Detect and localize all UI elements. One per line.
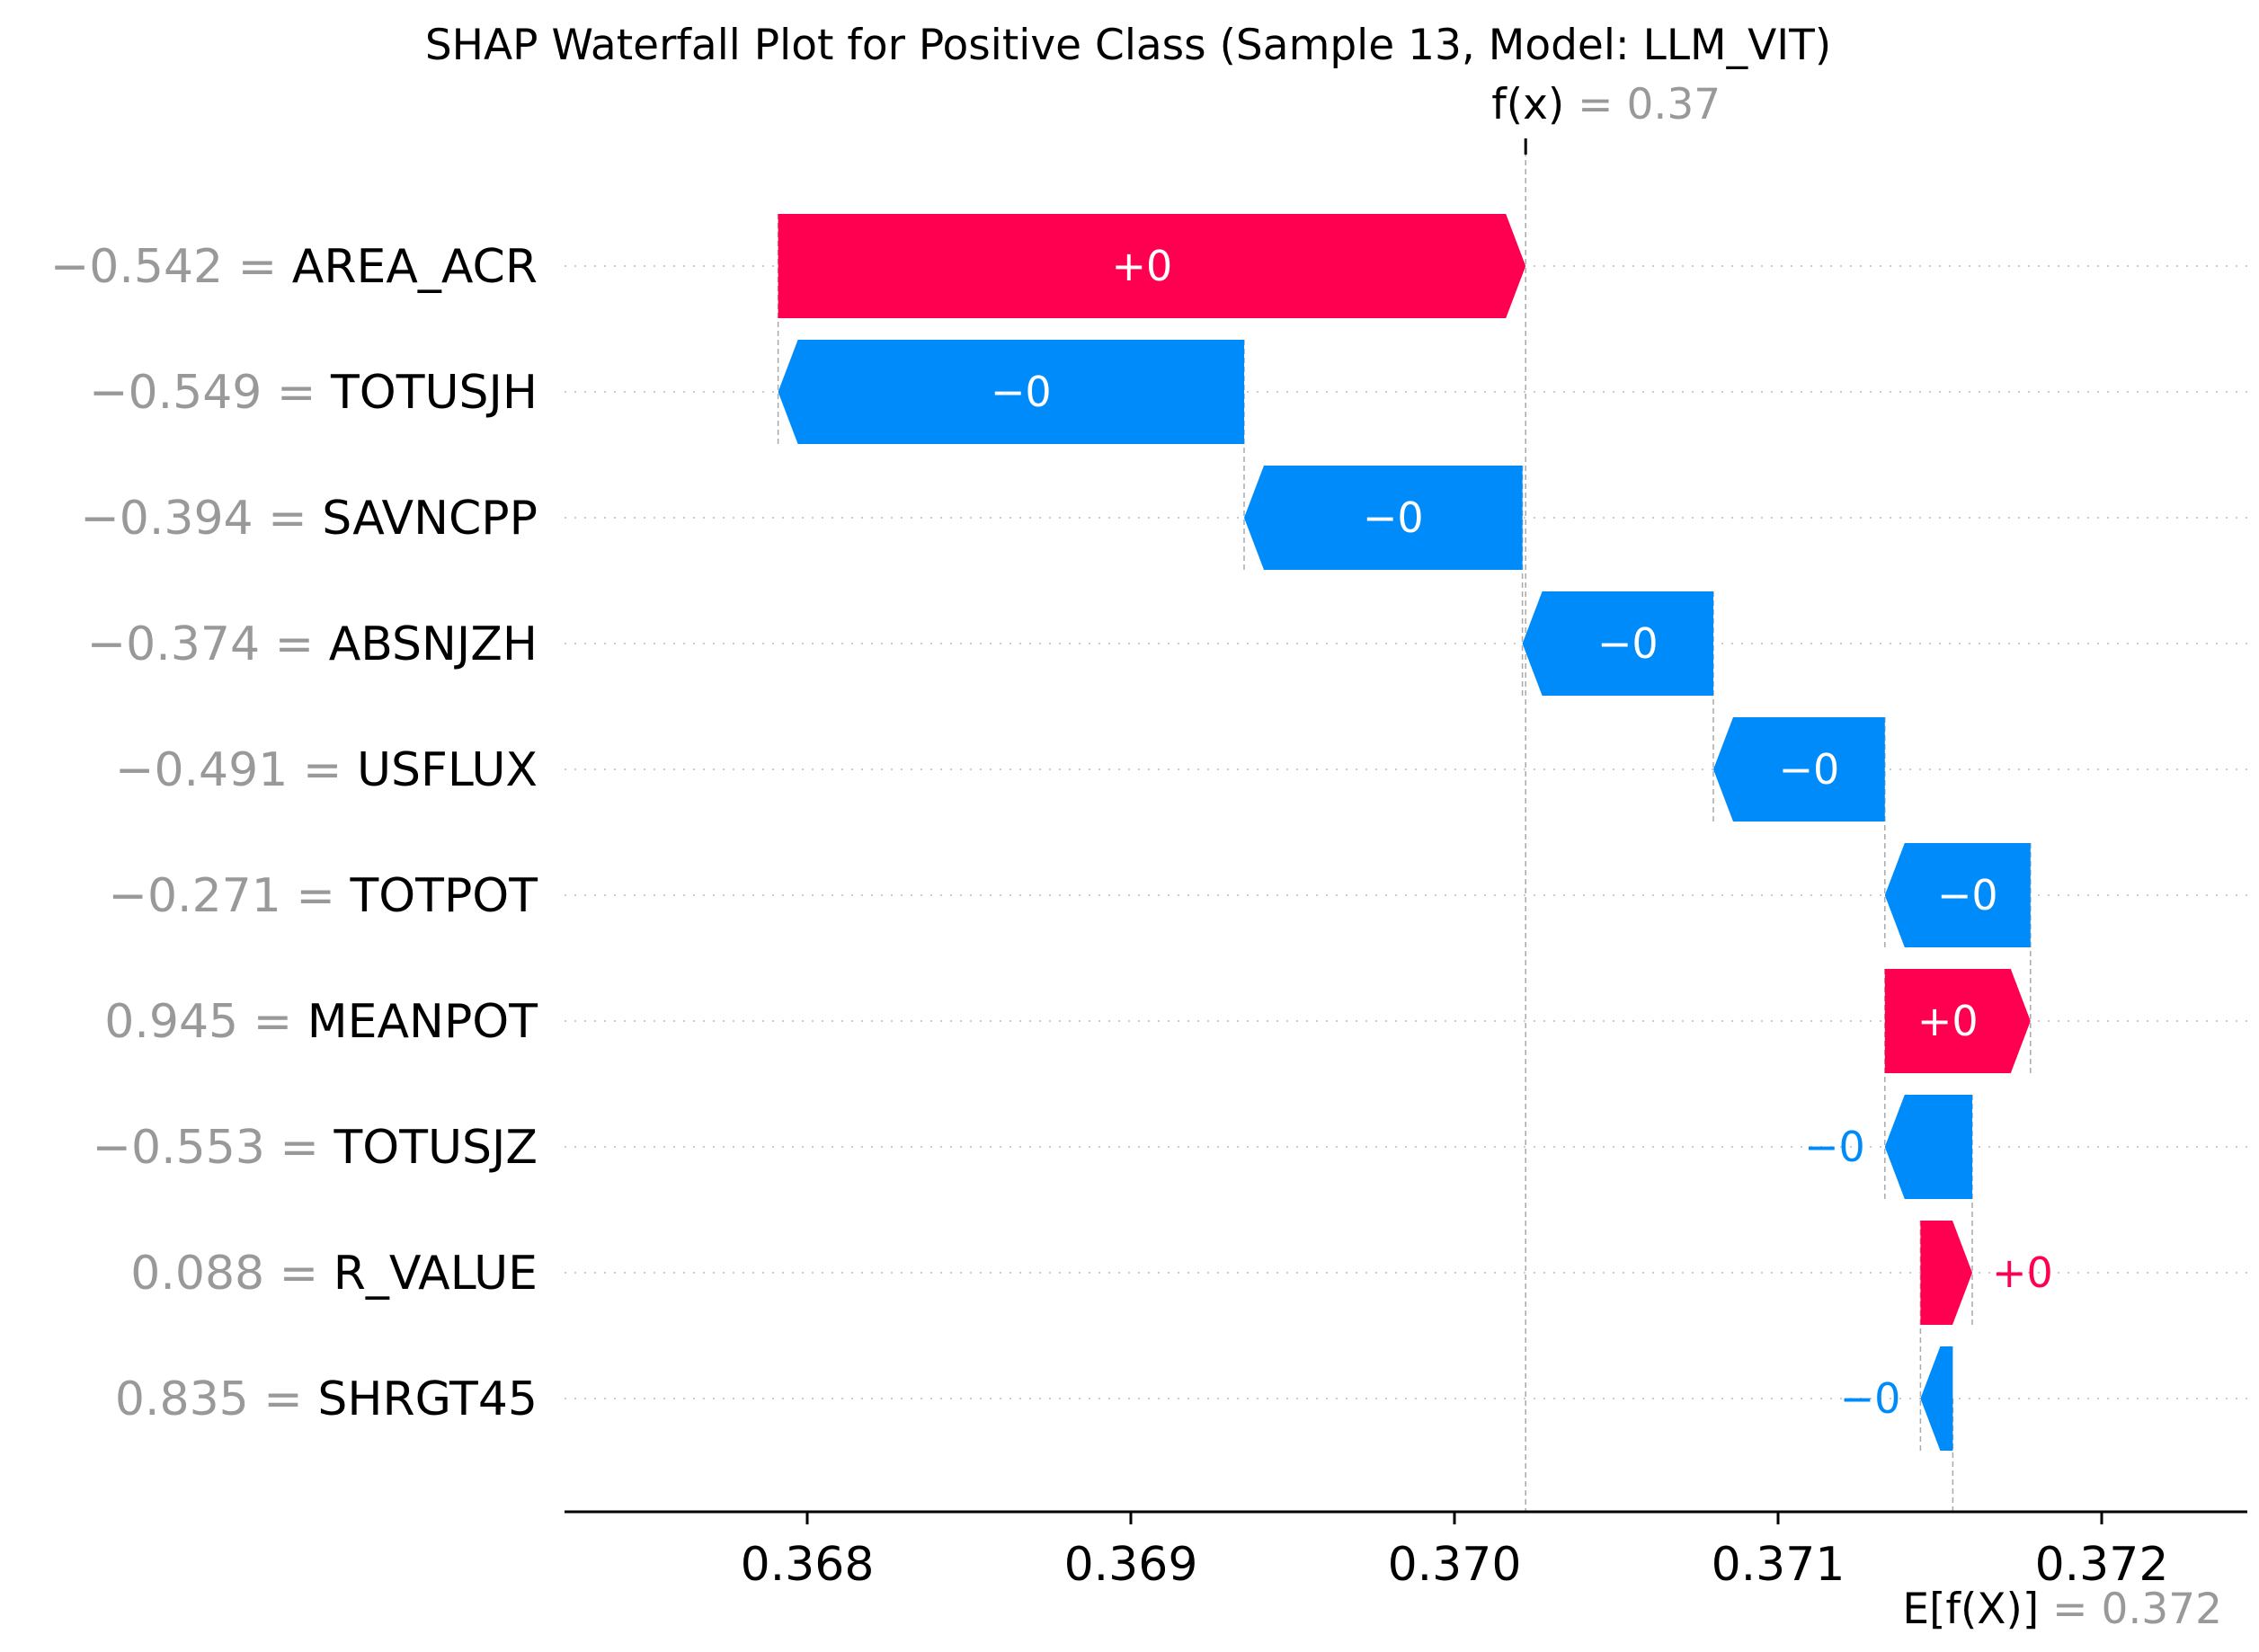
bar-value-label: −0 [1597, 619, 1659, 668]
feature-label: −0.553 = TOTUSJZ [92, 1121, 538, 1175]
feature-label: −0.549 = TOTUSJH [89, 366, 538, 420]
bar-value-label: −0 [1937, 871, 1998, 919]
feature-value: −0.374 = [87, 617, 329, 671]
x-tick-label: 0.369 [1064, 1538, 1198, 1592]
bar-meanpot [1884, 969, 2031, 1073]
fx-value: = 0.37 [1564, 80, 1721, 129]
feature-label: −0.271 = TOTPOT [108, 869, 538, 923]
efx-annotation: E[f(X)] = 0.372 [1902, 1585, 2222, 1634]
feature-name: AREA_ACR [292, 240, 538, 294]
feature-value: −0.549 = [89, 366, 331, 420]
x-axis: 0.368 0.369 0.370 0.371 0.372 [565, 1510, 2247, 1592]
bar-area-acr [778, 214, 1526, 318]
feature-name: ABSNJZH [329, 617, 538, 671]
feature-label: 0.945 = MEANPOT [104, 995, 538, 1049]
expected-value-annotations: f(x) = 0.37 E[f(X)] = 0.372 [1491, 80, 2222, 1634]
bar-shrgt45 [1920, 1346, 1953, 1451]
feature-name: TOTUSJZ [334, 1121, 538, 1175]
bar-value-label: −0 [1804, 1123, 1865, 1171]
bar-totusjh [778, 340, 1244, 444]
feature-value: −0.394 = [80, 492, 322, 546]
bar-totusjz [1884, 1095, 1972, 1199]
feature-value: 0.835 = [115, 1372, 318, 1426]
bar-value-label: +0 [1111, 242, 1172, 290]
feature-label: −0.542 = AREA_ACR [50, 240, 538, 294]
bar-value-label: −0 [1363, 493, 1424, 542]
x-tick-label: 0.368 [741, 1538, 875, 1592]
feature-value: −0.542 = [50, 240, 292, 294]
x-tick-label: 0.372 [2035, 1538, 2169, 1592]
feature-value: 0.088 = [130, 1247, 334, 1301]
bar-r-value [1920, 1221, 1972, 1325]
bar-value-label: +0 [1917, 997, 1979, 1045]
bar-totpot [1884, 843, 2031, 947]
efx-label: E[f(X)] [1902, 1585, 2039, 1634]
feature-labels: −0.542 = AREA_ACR −0.549 = TOTUSJH −0.394 … [50, 240, 538, 1426]
bar-value-label: −0 [1840, 1374, 1901, 1423]
feature-value: −0.491 = [115, 743, 357, 797]
chart-title: SHAP Waterfall Plot for Positive Class (… [425, 21, 1831, 70]
feature-name: USFLUX [357, 743, 538, 797]
bar-usflux [1713, 717, 1885, 822]
feature-label: −0.394 = SAVNCPP [80, 492, 538, 546]
bar-value-label: −0 [1778, 745, 1839, 794]
feature-value: −0.271 = [108, 869, 350, 923]
bar-savncpp [1244, 466, 1523, 570]
fx-annotation: f(x) = 0.37 [1491, 80, 1721, 129]
bar-value-label: +0 [1992, 1248, 2053, 1297]
feature-value: 0.945 = [104, 995, 307, 1049]
x-tick-label: 0.371 [1712, 1538, 1845, 1592]
efx-value: = 0.372 [2039, 1585, 2222, 1634]
feature-label: 0.088 = R_VALUE [130, 1247, 538, 1301]
feature-label: 0.835 = SHRGT45 [115, 1372, 538, 1426]
bar-absnjzh [1522, 591, 1713, 696]
bars-layer: +0 −0 −0 −0 −0 −0 +0 −0 +0 −0 [778, 214, 2053, 1451]
feature-name: SAVNCPP [322, 492, 538, 546]
feature-name: TOTUSJH [330, 366, 538, 420]
feature-name: R_VALUE [334, 1247, 538, 1301]
feature-label: −0.491 = USFLUX [115, 743, 538, 797]
x-tick-label: 0.370 [1388, 1538, 1522, 1592]
feature-label: −0.374 = ABSNJZH [87, 617, 538, 671]
feature-value: −0.553 = [92, 1121, 334, 1175]
bar-value-label: −0 [991, 368, 1052, 416]
feature-name: MEANPOT [307, 995, 538, 1049]
fx-label: f(x) [1491, 80, 1564, 129]
feature-name: SHRGT45 [317, 1372, 538, 1426]
feature-name: TOTPOT [349, 869, 538, 923]
